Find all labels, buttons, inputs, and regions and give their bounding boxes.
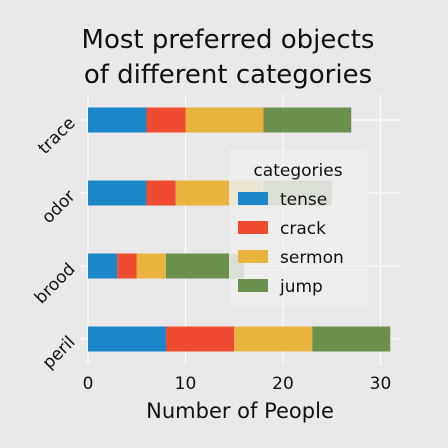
x-tick-label-20: 20 xyxy=(272,374,294,394)
legend-box xyxy=(229,150,368,305)
x-tick-label-30: 30 xyxy=(370,374,392,394)
legend-swatch-jump xyxy=(238,279,268,292)
chart-title-line-2: of different categories xyxy=(84,60,372,90)
bar-peril-crack xyxy=(166,326,235,352)
y-tick-label-odor: odor xyxy=(38,186,79,227)
y-tick-label-brood: brood xyxy=(31,259,80,308)
bar-odor-tense xyxy=(88,180,147,206)
y-tick-label-trace: trace xyxy=(34,113,79,158)
legend-label-jump: jump xyxy=(279,277,323,297)
y-tick-labels: trace odor brood peril xyxy=(31,113,80,373)
x-tick-label-10: 10 xyxy=(175,374,197,394)
bar-brood-sermon xyxy=(136,253,166,279)
legend-label-sermon: sermon xyxy=(280,248,344,268)
x-tick-labels: 0 10 20 30 xyxy=(83,374,392,394)
bars-layer xyxy=(88,107,391,352)
bar-trace-jump xyxy=(263,107,352,133)
bar-brood-crack xyxy=(117,253,137,279)
legend-swatch-crack xyxy=(238,221,268,234)
legend-title: categories xyxy=(253,161,342,181)
chart-title-line-1: Most preferred objects xyxy=(82,25,375,55)
bar-peril-tense xyxy=(88,326,166,352)
bar-peril-jump xyxy=(312,326,391,352)
legend-swatch-sermon xyxy=(238,250,268,263)
legend-swatch-tense xyxy=(238,192,268,205)
bar-trace-sermon xyxy=(185,107,264,133)
bar-odor-crack xyxy=(146,180,176,206)
legend-items: tense crack sermon jump xyxy=(238,190,344,297)
legend-label-tense: tense xyxy=(280,190,327,210)
y-tick-label-peril: peril xyxy=(39,332,80,373)
legend-label-crack: crack xyxy=(280,219,326,239)
bar-trace-tense xyxy=(88,107,147,133)
bar-peril-sermon xyxy=(234,326,313,352)
legend: categories tense crack sermon jump xyxy=(229,150,368,305)
bar-brood-tense xyxy=(88,253,118,279)
x-axis-label: Number of People xyxy=(146,399,334,423)
bar-trace-crack xyxy=(146,107,186,133)
x-tick-label-0: 0 xyxy=(83,374,94,394)
